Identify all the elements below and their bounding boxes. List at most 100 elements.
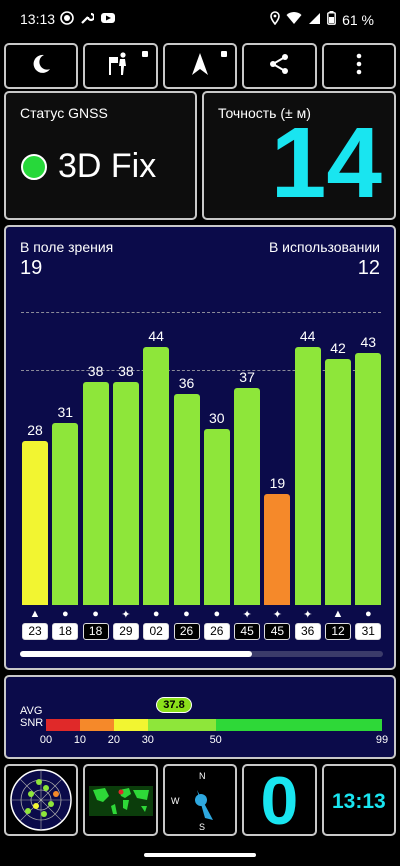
- snr-value-label: 43: [360, 333, 377, 350]
- snr-bar: [203, 429, 230, 605]
- snr-scale-segment: [46, 719, 80, 731]
- status-left-icons: [60, 11, 116, 30]
- world-map-button[interactable]: [83, 764, 158, 836]
- compass-arrow-button[interactable]: [162, 43, 238, 89]
- snr-bar: [173, 393, 200, 605]
- compass-button[interactable]: N W S: [162, 764, 238, 836]
- snr-value-label: 44: [148, 327, 164, 344]
- satellite-prn[interactable]: 26: [173, 623, 200, 640]
- snr-value-label: 19: [269, 474, 286, 491]
- toolbar: [4, 43, 397, 89]
- snr-tick-label: 20: [107, 734, 120, 746]
- satellite-prn[interactable]: 45: [234, 623, 261, 640]
- gesture-bar[interactable]: [144, 853, 256, 857]
- clock-display: 13:13: [331, 790, 386, 813]
- sky-radar-icon: [6, 769, 76, 834]
- snr-scale-segment: [147, 719, 216, 731]
- snr-bar: [82, 382, 109, 605]
- wifi-icon: [286, 11, 302, 28]
- satellite-prn[interactable]: 23: [22, 623, 48, 640]
- satellite-prn[interactable]: 45: [264, 623, 291, 640]
- satellite-prn[interactable]: 31: [355, 623, 382, 640]
- avg-label: AVG: [20, 705, 43, 717]
- satellite-counter-button[interactable]: 0: [242, 764, 317, 836]
- satellite-prn[interactable]: 18: [52, 623, 79, 640]
- snr-tick-label: 50: [209, 734, 222, 746]
- constellation-marker: ●: [92, 608, 99, 620]
- satellite-prn[interactable]: 12: [325, 623, 351, 640]
- night-mode-button[interactable]: [4, 43, 79, 89]
- record-icon: [60, 11, 74, 30]
- snr-average-panel[interactable]: AVG SNR 37.8 00 10 20 30 50 99: [4, 675, 396, 759]
- world-map-icon: [85, 786, 155, 834]
- in-use-label: В использовании: [268, 239, 380, 255]
- youtube-icon: [100, 11, 116, 30]
- share-icon: [268, 53, 290, 80]
- snr-value-label: 44: [299, 327, 316, 344]
- accuracy-value: 14: [270, 107, 382, 219]
- compass-arrow-icon: [190, 52, 210, 81]
- constellation-marker: ●: [213, 608, 221, 620]
- chart-scrollbar[interactable]: [20, 651, 383, 657]
- constellation-marker: ●: [152, 608, 160, 620]
- snr-value-label: 38: [87, 363, 104, 380]
- constellation-marker: ✦: [121, 609, 131, 621]
- share-button[interactable]: [242, 43, 317, 89]
- constellation-marker: ●: [364, 608, 372, 620]
- in-use-count: 12: [357, 257, 380, 279]
- snr-tick-label: 30: [141, 734, 154, 746]
- snr-value-label: 28: [27, 421, 43, 438]
- snr-value-label: 37: [239, 368, 255, 385]
- satellite-prn[interactable]: 18: [82, 623, 109, 640]
- snr-bar: [52, 423, 79, 605]
- snr-bar: [325, 358, 351, 605]
- snr-label: SNR: [20, 717, 44, 729]
- satellite-prn[interactable]: 02: [143, 623, 170, 640]
- in-view-label: В поле зрения: [20, 239, 114, 255]
- fix-indicator: [21, 154, 47, 180]
- status-bar: 13:13 61 %: [0, 0, 400, 38]
- snr-scale: [46, 719, 382, 731]
- satellite-prn[interactable]: 29: [112, 623, 139, 640]
- constellation-marker: ✦: [272, 609, 282, 621]
- snr-bar: [112, 382, 139, 605]
- gnss-status-label: Статус GNSS: [20, 105, 108, 121]
- more-menu-icon: [356, 53, 362, 80]
- lock-icon: [221, 51, 228, 57]
- night-mode-icon: [30, 53, 52, 80]
- snr-bar: [234, 387, 261, 605]
- gnss-status-panel[interactable]: Статус GNSS 3D Fix: [4, 91, 197, 220]
- snr-bar: [22, 440, 48, 605]
- sky-radar-button[interactable]: [4, 764, 79, 836]
- snr-value-label: 42: [330, 339, 346, 356]
- satellite-prn[interactable]: 26: [203, 623, 230, 640]
- snr-value-label: 31: [57, 404, 74, 421]
- compass-icon: N W S: [165, 771, 235, 834]
- pedestrian-nav-icon: [106, 51, 136, 82]
- satellite-prn[interactable]: 36: [294, 623, 321, 640]
- signal-icon: [308, 12, 321, 28]
- snr-scale-segment: [215, 719, 382, 731]
- chart-scrollbar-thumb[interactable]: [20, 651, 253, 657]
- lock-icon: [141, 51, 148, 57]
- constellation-marker: ●: [183, 608, 190, 620]
- battery-icon: [327, 11, 336, 28]
- clock-button[interactable]: 13:13: [321, 764, 397, 836]
- snr-value-label: 36: [178, 374, 195, 391]
- bottom-widgets: N W S 0 13:13: [4, 764, 397, 836]
- snr-average-value: 37.8: [156, 697, 192, 713]
- more-menu-button[interactable]: [321, 43, 397, 89]
- satellites-panel[interactable]: В поле зрения В использовании 19 12 28 ▲ 2…: [4, 225, 396, 670]
- battery-percent: 61 %: [342, 11, 374, 28]
- accuracy-panel[interactable]: Точность (± м) 14: [202, 91, 396, 220]
- pedestrian-nav-button[interactable]: [83, 43, 158, 89]
- constellation-marker: ▲: [332, 608, 344, 620]
- status-time: 13:13: [20, 11, 56, 27]
- compass-s: S: [199, 822, 205, 832]
- status-right: 61 %: [270, 11, 374, 28]
- snr-bar: [355, 352, 382, 605]
- location-icon: [270, 11, 280, 28]
- snr-scale-segment: [113, 719, 148, 731]
- compass-n: N: [199, 771, 206, 781]
- snr-bar: [294, 346, 321, 605]
